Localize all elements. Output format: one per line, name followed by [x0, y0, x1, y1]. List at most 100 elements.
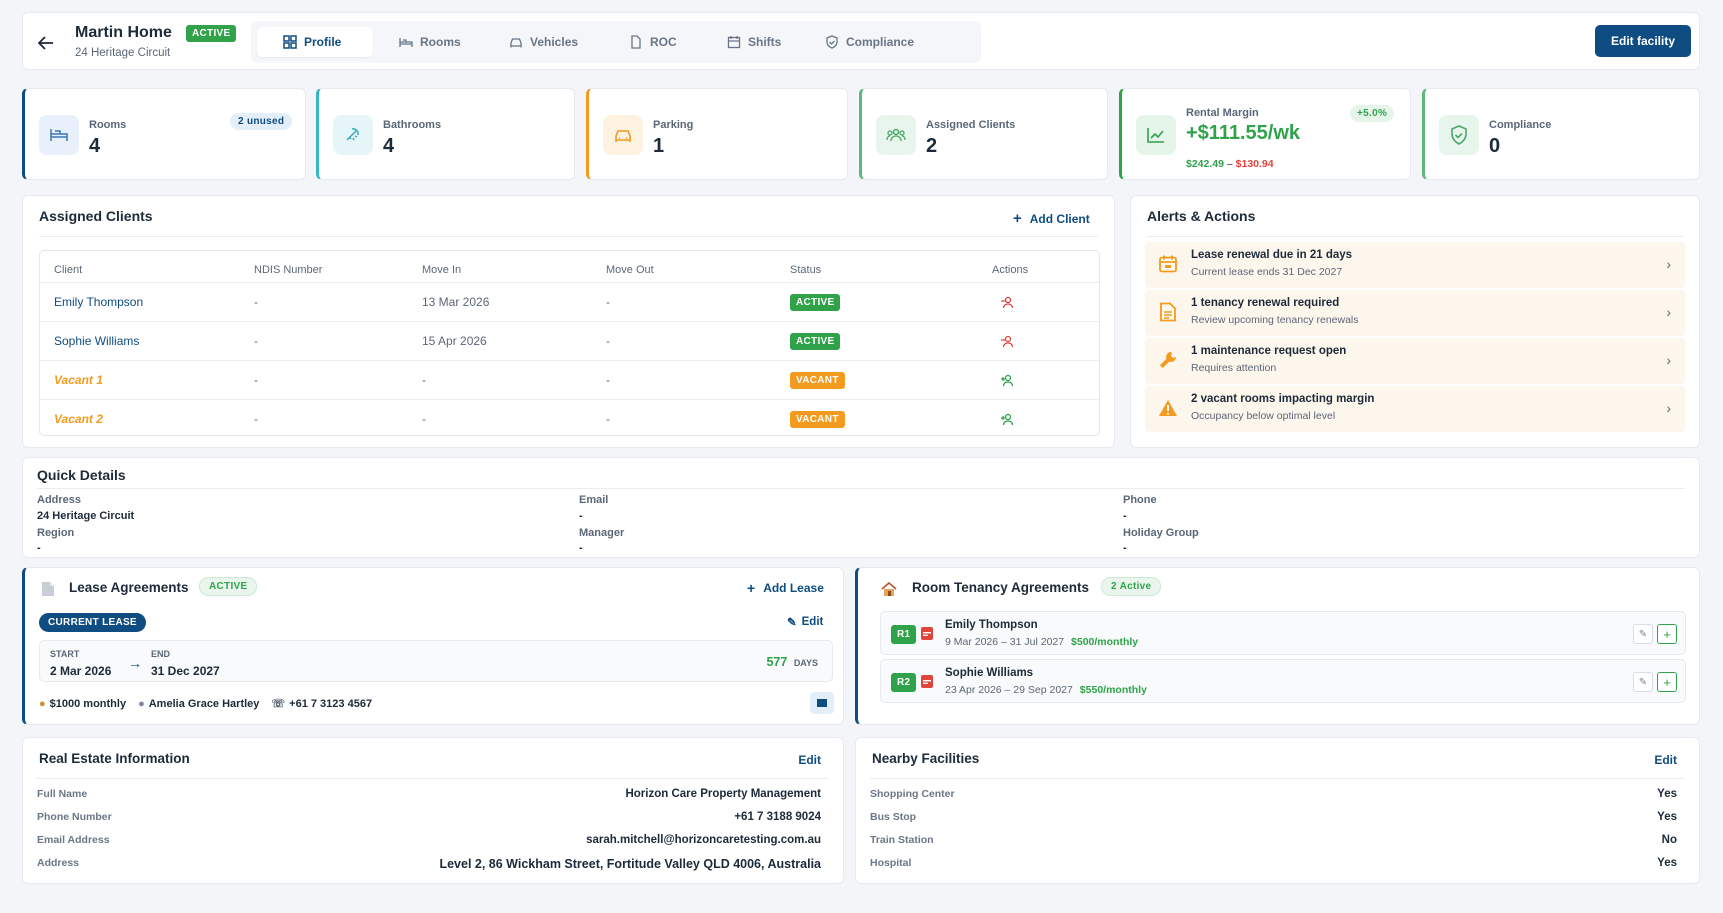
lease-document-icon: [39, 580, 57, 598]
current-lease-badge: CURRENT LEASE: [39, 613, 146, 632]
quick-details-title: Quick Details: [37, 467, 126, 483]
chevron-right-icon: ›: [1666, 256, 1671, 272]
remove-user-icon[interactable]: [999, 333, 1015, 349]
region-value: -: [37, 542, 41, 554]
add-client-button[interactable]: + Add Client: [1013, 210, 1090, 227]
page-header: Martin Home ACTIVE 24 Heritage Circuit P…: [22, 12, 1700, 70]
vacant-room-name[interactable]: Vacant 2: [54, 412, 103, 426]
rooms-label: Rooms: [89, 119, 127, 131]
parking-value: 1: [653, 135, 665, 157]
assigned-clients-panel: Assigned Clients + Add Client Client NDI…: [22, 195, 1115, 448]
chevron-right-icon: ›: [1666, 352, 1671, 368]
pdf-icon[interactable]: [921, 627, 933, 640]
edit-tenancy-button[interactable]: ✎: [1633, 672, 1653, 692]
tab-vehicles[interactable]: Vehicles: [509, 27, 578, 57]
manager-label: Manager: [579, 527, 625, 539]
client-name-link[interactable]: Emily Thompson: [54, 295, 144, 309]
chevron-right-icon: ›: [1666, 400, 1671, 416]
phone-label: Phone: [1123, 494, 1157, 506]
pencil-icon: ✎: [1638, 676, 1648, 688]
alert-vacant-rooms[interactable]: 2 vacant rooms impacting margin Occupanc…: [1145, 386, 1685, 432]
move-in-date: 15 Apr 2026: [422, 334, 487, 348]
edit-tenancy-button[interactable]: ✎: [1633, 624, 1653, 644]
vacant-room-name[interactable]: Vacant 1: [54, 373, 103, 387]
phone-icon: ☏: [271, 698, 286, 710]
col-ndis: NDIS Number: [254, 264, 323, 276]
assigned-clients-title: Assigned Clients: [39, 208, 153, 224]
add-lease-label: Add Lease: [763, 581, 824, 595]
lease-phone: +61 7 3123 4567: [289, 697, 373, 710]
address-label: Address: [37, 857, 80, 869]
margin-value: +$111.55/wk: [1186, 122, 1301, 144]
calendar-icon: [1157, 253, 1179, 275]
col-move-out: Move Out: [606, 264, 654, 276]
margin-separator: –: [1223, 158, 1236, 170]
ndis-number: -: [254, 295, 258, 309]
move-out-date: -: [606, 295, 610, 309]
alert-maintenance[interactable]: 1 maintenance request open Requires atte…: [1145, 338, 1685, 384]
phone-number-value: +61 7 3188 9024: [734, 811, 821, 823]
tab-roc[interactable]: ROC: [629, 27, 677, 57]
move-in-date: -: [422, 373, 426, 387]
facility-title: Martin Home: [75, 24, 172, 41]
pdf-file-icon[interactable]: [810, 692, 834, 714]
chevron-right-icon: ›: [1666, 304, 1671, 320]
tab-shifts[interactable]: Shifts: [727, 27, 781, 57]
table-row: Sophie Williams - 15 Apr 2026 - ACTIVE: [40, 322, 1099, 360]
edit-lease-button[interactable]: ✎ Edit: [787, 615, 823, 629]
room-tenancy-panel: Room Tenancy Agreements 2 Active R1 Emil…: [855, 567, 1700, 725]
back-arrow-icon[interactable]: [35, 33, 57, 53]
add-tenancy-button[interactable]: +: [1657, 624, 1677, 644]
add-user-icon[interactable]: [999, 372, 1015, 388]
tenancy-details: 9 Mar 2026 – 31 Jul 2027 $500/monthly: [945, 636, 1138, 648]
edit-nearby-button[interactable]: Edit: [1654, 753, 1677, 767]
stat-card-rooms: Rooms 4 2 unused: [22, 88, 306, 180]
lease-agreements-panel: Lease Agreements ACTIVE + Add Lease CURR…: [22, 567, 844, 725]
pdf-icon[interactable]: [921, 675, 933, 688]
edit-real-estate-button[interactable]: Edit: [798, 753, 821, 767]
house-icon: [880, 580, 898, 598]
room-tenancy-title: Room Tenancy Agreements: [912, 580, 1090, 595]
tab-rooms[interactable]: Rooms: [399, 27, 461, 57]
clients-table: Client NDIS Number Move In Move Out Stat…: [39, 250, 1100, 436]
bus-stop-label: Bus Stop: [870, 811, 917, 823]
stat-card-parking: Parking 1: [586, 88, 848, 180]
days-value: 577: [766, 655, 788, 669]
person-icon: ●: [138, 697, 145, 710]
move-in-date: -: [422, 412, 426, 426]
tab-shifts-label: Shifts: [748, 35, 782, 49]
lease-status-badge: ACTIVE: [199, 577, 258, 596]
room-badge: R1: [891, 625, 917, 644]
add-client-label: Add Client: [1029, 211, 1090, 226]
margin-breakdown: $242.49 – $130.94: [1186, 158, 1274, 170]
alert-subtitle: Review upcoming tenancy renewals: [1191, 314, 1359, 326]
bathrooms-value: 4: [383, 135, 395, 157]
add-tenancy-button[interactable]: +: [1657, 672, 1677, 692]
tab-profile[interactable]: Profile: [283, 27, 341, 57]
add-user-icon[interactable]: [999, 411, 1015, 427]
tenancy-dates: 9 Mar 2026 – 31 Jul 2027: [945, 636, 1065, 648]
plus-icon: +: [1663, 626, 1671, 642]
edit-facility-button[interactable]: Edit facility: [1595, 25, 1691, 57]
tab-profile-bg: [257, 27, 373, 57]
address-label: Address: [37, 494, 82, 506]
client-name-link[interactable]: Sophie Williams: [54, 334, 140, 348]
remove-user-icon[interactable]: [999, 294, 1015, 310]
move-out-date: -: [606, 373, 610, 387]
plus-icon: +: [1663, 674, 1671, 690]
tab-compliance[interactable]: Compliance: [825, 27, 914, 57]
tab-compliance-label: Compliance: [846, 35, 915, 49]
stat-card-margin: Rental Margin +$111.55/wk $242.49 – $130…: [1119, 88, 1411, 180]
add-lease-button[interactable]: + Add Lease: [747, 580, 824, 596]
alert-title: 1 tenancy renewal required: [1191, 297, 1340, 309]
status-badge: VACANT: [790, 372, 845, 389]
email-address-label: Email Address: [37, 834, 110, 846]
alert-tenancy-renewal[interactable]: 1 tenancy renewal required Review upcomi…: [1145, 290, 1685, 336]
alert-lease-renewal[interactable]: Lease renewal due in 21 days Current lea…: [1145, 242, 1685, 288]
file-icon: [631, 35, 641, 49]
shower-icon: [333, 115, 373, 155]
status-badge: VACANT: [790, 411, 845, 428]
margin-income: $242.49: [1186, 158, 1224, 170]
holiday-group-label: Holiday Group: [1123, 527, 1199, 539]
email-value: -: [579, 510, 583, 522]
